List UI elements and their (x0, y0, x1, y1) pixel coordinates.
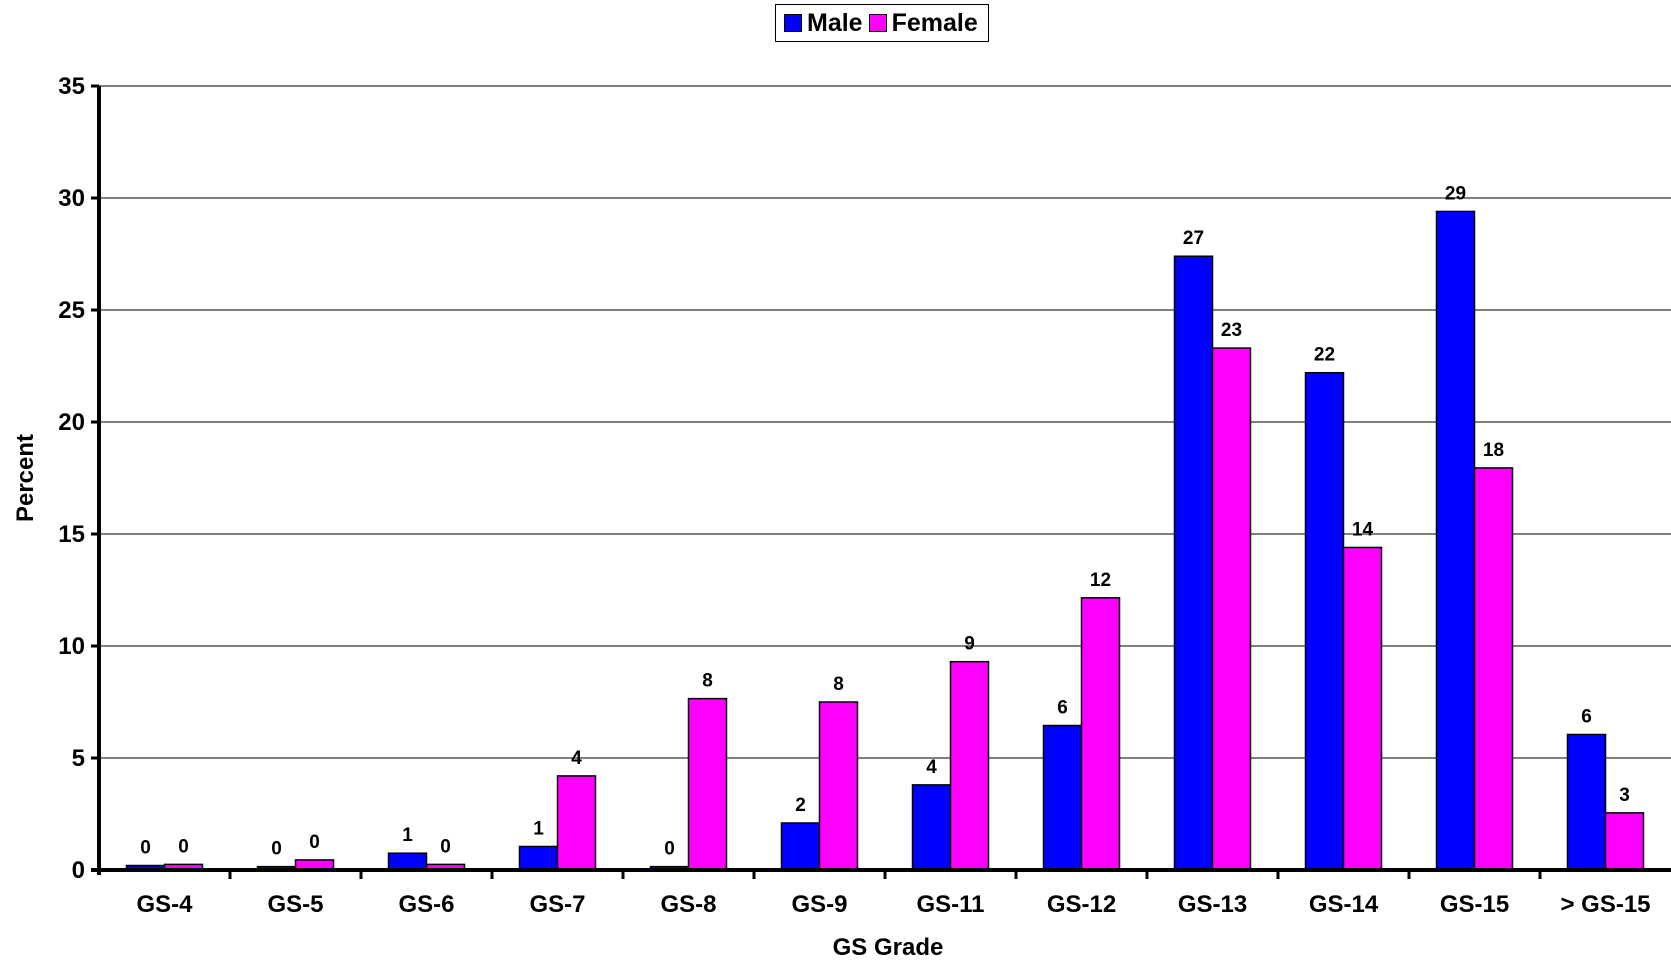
data-label-female: 9 (964, 634, 975, 655)
x-tick-label: GS-7 (529, 891, 585, 918)
bar-female (1080, 597, 1121, 871)
x-tick-label: GS-5 (267, 891, 323, 918)
bars (125, 210, 1645, 871)
y-tick-label: 0 (72, 857, 85, 884)
legend: Male Female (775, 4, 989, 42)
bar-male (780, 822, 821, 871)
x-axis-title: GS Grade (833, 934, 944, 961)
data-label-male: 0 (271, 839, 282, 860)
x-tick-label: GS-15 (1440, 891, 1509, 918)
bar-male (1173, 255, 1214, 871)
bar-female (687, 697, 728, 871)
bar-male (911, 784, 952, 871)
data-label-female: 0 (178, 836, 189, 857)
bar-male (1566, 733, 1607, 871)
x-tick-label: > GS-15 (1560, 891, 1650, 918)
data-label-female: 12 (1090, 570, 1111, 591)
data-label-male: 2 (795, 795, 806, 816)
x-tick-label: GS-11 (916, 891, 984, 918)
x-tick-label: GS-4 (136, 891, 193, 918)
data-label-male: 6 (1057, 698, 1068, 719)
legend-swatch-female (868, 14, 887, 32)
y-tick-label: 5 (72, 745, 85, 772)
legend-label-male: Male (807, 8, 863, 37)
data-label-female: 18 (1483, 440, 1504, 461)
y-tick-label: 20 (58, 409, 85, 436)
data-label-male: 1 (402, 825, 413, 846)
data-label-female: 4 (571, 748, 582, 769)
x-tick-label: GS-14 (1309, 891, 1379, 918)
bar-male (518, 845, 559, 871)
data-label-female: 0 (309, 832, 320, 853)
bar-female (1604, 812, 1645, 871)
data-label-female: 3 (1619, 785, 1630, 806)
x-tick-label: GS-12 (1047, 891, 1116, 918)
bar-male (1042, 724, 1083, 871)
legend-swatch-male (784, 14, 802, 32)
data-label-male: 1 (533, 818, 544, 839)
bar-male (1435, 210, 1476, 871)
y-tick-label: 10 (58, 633, 85, 660)
data-label-male: 22 (1314, 345, 1335, 366)
bar-female (949, 660, 990, 871)
legend-item-male: Male (784, 9, 863, 38)
data-label-male: 6 (1581, 706, 1592, 727)
data-label-female: 8 (702, 671, 713, 692)
bar-female (1211, 347, 1252, 871)
x-tick-label: GS-6 (398, 891, 454, 918)
legend-label-female: Female (891, 8, 978, 37)
data-label-male: 0 (664, 839, 675, 860)
data-label-male: 4 (926, 757, 937, 778)
data-label-female: 0 (440, 836, 451, 857)
bar-female (1473, 467, 1514, 871)
bar-male (387, 852, 428, 871)
data-label-female: 8 (833, 674, 844, 695)
bar-female (556, 775, 597, 871)
legend-item-female: Female (868, 8, 978, 38)
y-tick-label: 35 (58, 73, 85, 100)
y-tick-label: 30 (58, 185, 85, 212)
data-label-female: 14 (1352, 519, 1374, 540)
y-tick-label: 25 (58, 297, 85, 324)
data-label-female: 23 (1221, 320, 1242, 341)
x-tick-label: GS-13 (1178, 891, 1247, 918)
y-axis-title: Percent (12, 434, 39, 522)
bar-female (818, 701, 859, 871)
x-tick-label: GS-9 (791, 891, 847, 918)
data-label-male: 27 (1183, 228, 1204, 249)
data-label-male: 0 (140, 838, 151, 859)
bar-male (1304, 371, 1345, 871)
y-tick-label: 15 (58, 521, 85, 548)
gridlines (99, 85, 1671, 759)
bar-female (1342, 546, 1383, 871)
data-label-male: 29 (1445, 183, 1466, 204)
x-tick-label: GS-8 (660, 891, 716, 918)
